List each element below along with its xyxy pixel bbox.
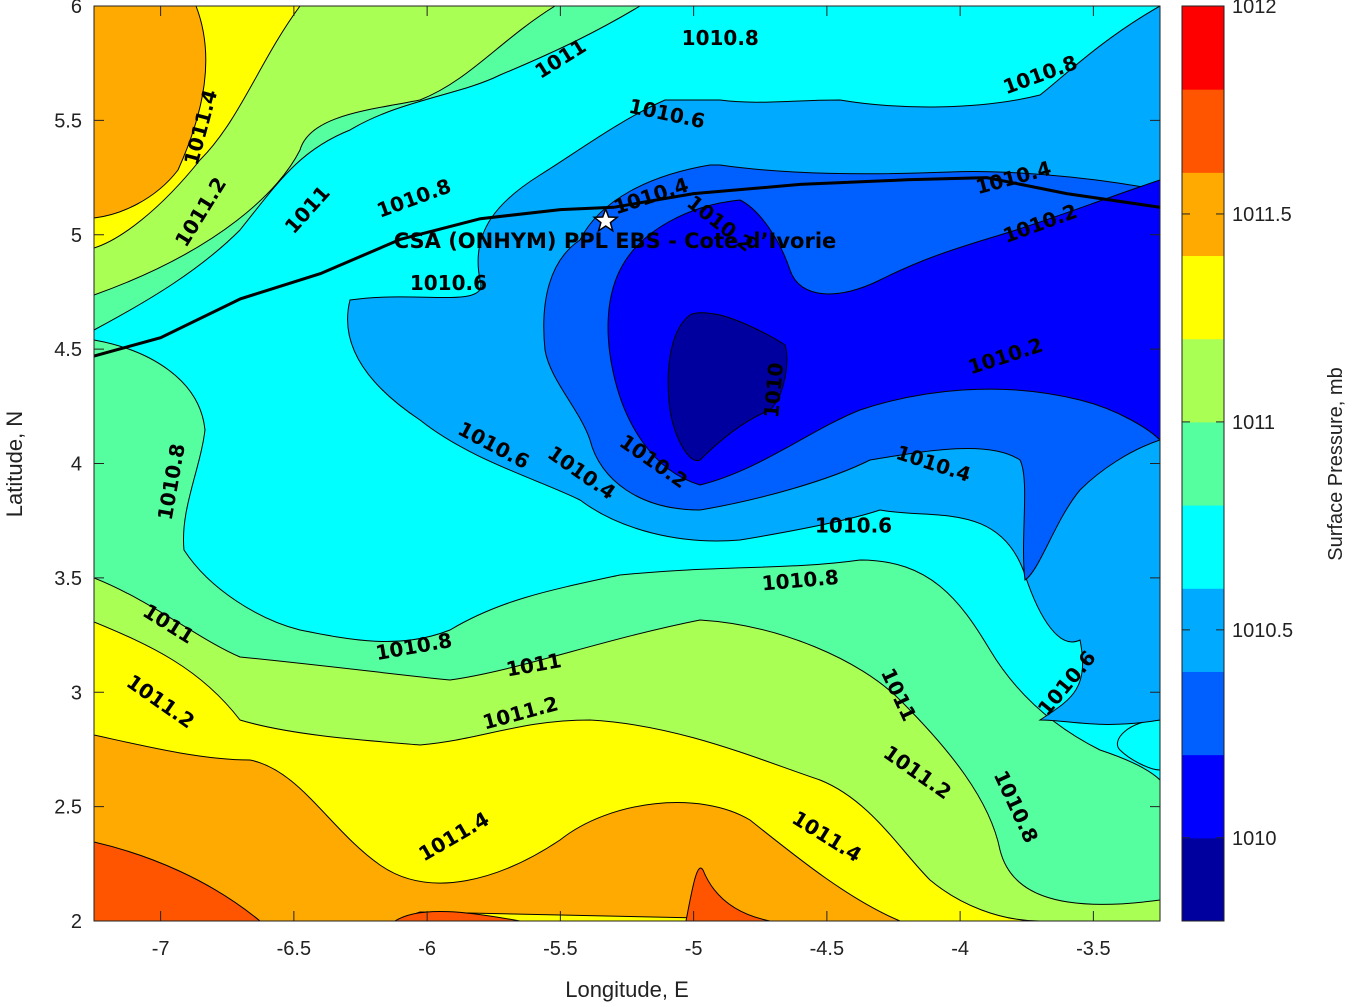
colorbar-tick-label: 1011.5 bbox=[1232, 204, 1292, 226]
band-1010-6-patch bbox=[1117, 719, 1160, 771]
band-1011-6 bbox=[94, 841, 1160, 921]
x-tick-label: -5 bbox=[685, 938, 703, 960]
x-tick-label: -7 bbox=[152, 938, 170, 960]
x-tick-label: -5.5 bbox=[543, 938, 577, 960]
colorbar-swatch bbox=[1182, 421, 1224, 506]
y-tick-label: 3 bbox=[71, 682, 82, 704]
y-tick-label: 3.5 bbox=[54, 568, 82, 590]
colorbar-tick-label: 1010 bbox=[1232, 828, 1277, 850]
y-tick-label: 2.5 bbox=[54, 797, 82, 819]
contour-label: 1010.6 bbox=[410, 271, 487, 295]
contour-label: 1010.6 bbox=[815, 513, 892, 537]
colorbar-swatch bbox=[1182, 6, 1224, 90]
y-axis: 2 2.5 3 3.5 4 4.5 5 5.5 6 bbox=[54, 0, 1160, 933]
contour-label: 1010.8 bbox=[682, 26, 759, 50]
x-axis: -7 -6.5 -6 -5.5 -5 -4.5 -4 -3.5 bbox=[152, 6, 1111, 960]
colorbar-tick-label: 1010.5 bbox=[1232, 620, 1293, 642]
colorbar-swatch bbox=[1182, 89, 1224, 173]
colorbar-swatch bbox=[1182, 671, 1224, 756]
x-tick-label: -6.5 bbox=[277, 938, 311, 960]
coastline bbox=[94, 176, 1160, 358]
y-tick-label: 6 bbox=[71, 0, 82, 18]
x-tick-label: -4 bbox=[951, 938, 969, 960]
colorbar-swatch bbox=[1182, 837, 1224, 922]
y-tick-label: 2 bbox=[71, 911, 82, 933]
colorbar-swatch bbox=[1182, 754, 1224, 839]
y-tick-label: 4 bbox=[71, 454, 82, 476]
band-1009-8 bbox=[667, 312, 788, 462]
y-tick-label: 5 bbox=[71, 225, 82, 247]
contour-label: 1010 bbox=[759, 362, 788, 420]
colorbar-swatch bbox=[1182, 338, 1224, 423]
colorbar-tick-label: 1012 bbox=[1232, 0, 1277, 18]
x-axis-label: Longitude, E bbox=[565, 977, 689, 1002]
x-tick-label: -3.5 bbox=[1076, 938, 1110, 960]
colorbar-frame bbox=[1181, 5, 1225, 922]
colorbar-tick-label: 1011 bbox=[1232, 412, 1275, 434]
colorbar-swatch bbox=[1182, 255, 1224, 340]
site-star-marker bbox=[592, 206, 620, 233]
colorbar: 1010 1010.5 1011 1011.5 1012 bbox=[1181, 0, 1293, 922]
colorbar-label: Surface Pressure, mb bbox=[1325, 367, 1347, 560]
chart-title: CSA (ONHYM) PPL EBS - Cote d’Ivorie bbox=[394, 229, 837, 253]
y-tick-label: 4.5 bbox=[54, 339, 82, 361]
x-tick-label: -4.5 bbox=[810, 938, 844, 960]
y-axis-label: Latitude, N bbox=[2, 411, 27, 517]
x-tick-label: -6 bbox=[418, 938, 436, 960]
colorbar-swatch bbox=[1182, 505, 1224, 589]
y-tick-label: 5.5 bbox=[54, 110, 82, 132]
